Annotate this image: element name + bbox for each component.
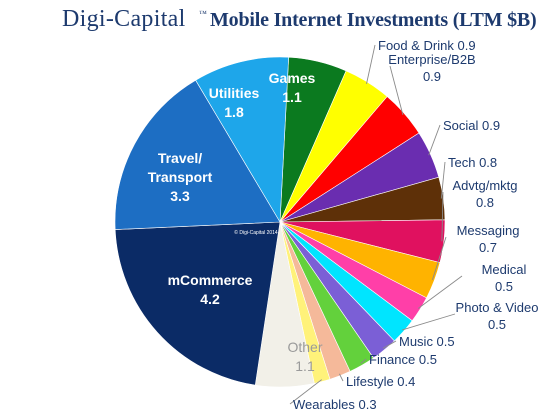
leader-line-enterprise-b2b (389, 65, 404, 116)
leader-line-music (382, 340, 397, 349)
slice-label-finance: Finance 0.5 (369, 352, 437, 367)
leader-line-lifestyle (338, 373, 344, 382)
slice-label-enterprise-b2b: Enterprise/B2B 0.9 (388, 52, 475, 84)
leader-line-messaging (431, 236, 447, 281)
leader-line-photo-video (402, 313, 456, 331)
slice-label-lifestyle: Lifestyle 0.4 (346, 374, 415, 389)
leader-line-advtg-mktg (441, 191, 444, 242)
chart-watermark: © Digi-Capital 2014 (234, 229, 278, 236)
slice-label-food-drink: Food & Drink 0.9 (378, 38, 476, 53)
chart-header: Digi-Capital ™ Mobile Internet Investmen… (0, 0, 550, 36)
leader-line-medical (417, 275, 463, 309)
leader-line-finance (360, 358, 367, 364)
slice-label-advtg-mktg: Advtg/mktg 0.8 (452, 178, 517, 210)
slice-label-photo-video: Photo & Video 0.5 (456, 300, 539, 332)
leader-line-food-drink (366, 44, 376, 84)
slice-label-social: Social 0.9 (443, 118, 500, 133)
slice-label-music: Music 0.5 (399, 334, 455, 349)
pie-slice-mcommerce (114, 221, 281, 386)
slice-label-travel-transport: Travel/Transport 3.3 (148, 150, 213, 204)
brand-logo-text: Digi-Capital (62, 6, 186, 32)
slice-label-wearables: Wearables 0.3 (293, 397, 377, 412)
slice-label-tech: Tech 0.8 (448, 155, 497, 170)
pie-slice-utilities (195, 56, 289, 224)
slice-label-medical: Medical 0.5 (482, 262, 527, 294)
pie-slice-travel-transport (114, 79, 281, 230)
chart-title: Mobile Internet Investments (LTM $B) (210, 9, 537, 31)
slice-label-utilities: Utilities 1.8 (209, 85, 260, 120)
slice-label-other: Other 1.1 (287, 339, 322, 374)
slice-label-mcommerce: mCommerce 4.2 (168, 272, 253, 307)
leader-line-tech (440, 161, 446, 199)
trademark-mark: ™ (199, 9, 207, 18)
pie-slices (114, 56, 446, 388)
leader-line-wearables (289, 379, 322, 405)
slice-label-games: Games 1.1 (269, 70, 316, 105)
leader-line-social (428, 124, 441, 156)
slice-label-messaging: Messaging 0.7 (457, 223, 520, 255)
